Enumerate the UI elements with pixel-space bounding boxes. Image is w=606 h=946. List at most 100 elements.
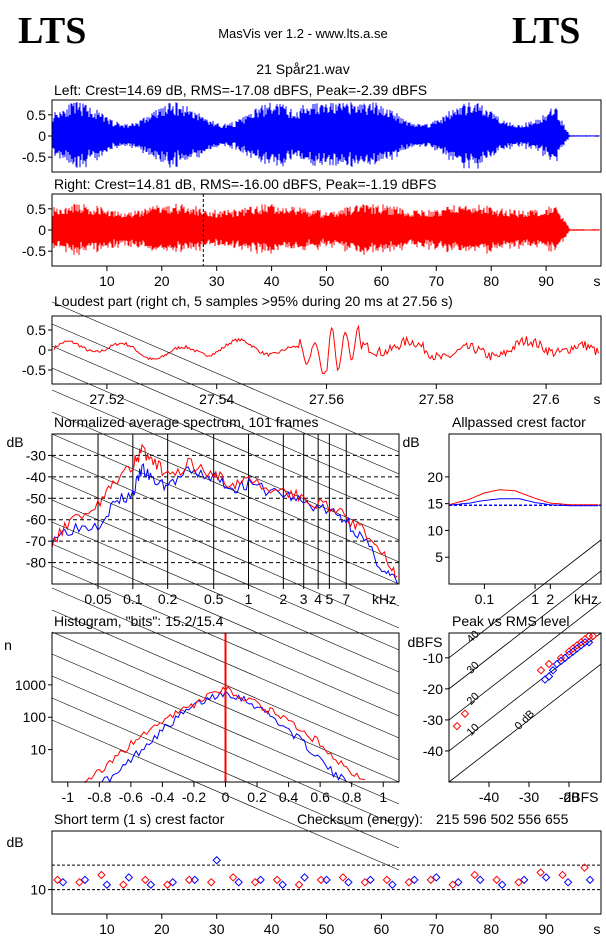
loudest-part-xtick-label: 27.6: [532, 391, 559, 407]
right-channel-ytick-label: 0.5: [27, 201, 47, 217]
short-term-crest-point: [278, 880, 287, 889]
right-channel-xtick-label: 10: [99, 273, 115, 289]
histogram-xtick-label: 0.6: [310, 789, 330, 805]
crest-line-label: 30: [465, 659, 482, 676]
allpass-ytick-label: 20: [427, 469, 443, 485]
peak-rms-ytick-label: -10: [423, 650, 443, 666]
short-term-crest-point: [492, 875, 501, 885]
spectrum-slope-line: [51, 345, 400, 497]
short-term-crest-point: [585, 875, 595, 885]
right-channel-waveform: [52, 203, 600, 256]
short-term-crest-point: [119, 880, 128, 889]
short-term-crest-point: [448, 880, 458, 889]
short-term-crest-frame: [51, 830, 602, 915]
short-term-crest-point: [75, 878, 84, 887]
short-term-crest-point: [366, 875, 375, 885]
histogram-xtick-label: 1: [379, 789, 387, 805]
allpass-series-0: [448, 489, 599, 506]
peak-rms-ytick-label: -40: [423, 743, 443, 759]
short-term-crest-ylabel: dB: [6, 834, 23, 850]
spectrum-ylabel: dB: [6, 434, 23, 450]
crest-line: [448, 570, 602, 690]
left-channel-ytick-label: -0.5: [22, 149, 46, 165]
spectrum-xtick-label: 5: [325, 591, 333, 607]
right-channel-title: Right: Crest=14.81 dB, RMS=-16.00 dBFS, …: [54, 176, 437, 192]
loudest-part-xtick-label: 27.52: [89, 391, 124, 407]
peak-rms-point: [540, 675, 550, 684]
right-channel-xtick-label: 70: [429, 273, 445, 289]
spectrum-xtick-label: 3: [300, 591, 308, 607]
short-term-crest-point: [519, 875, 529, 885]
histogram-ylabel: n: [4, 637, 12, 653]
spectrum-ytick-label: -60: [26, 512, 46, 528]
histogram-xtick-label: -0.8: [87, 789, 111, 805]
spectrum-frame: [51, 433, 400, 585]
spectrum-ytick-label: -80: [26, 555, 46, 571]
short-term-crest-xtick-label: 80: [483, 921, 499, 937]
spectrum-slope-line: [51, 477, 400, 629]
spectrum-slope-line: [51, 323, 400, 475]
peak-rms-xtick-label: -30: [519, 789, 539, 805]
short-term-crest-point: [432, 873, 441, 882]
loudest-part-xtick-label: 27.56: [309, 391, 344, 407]
peak-rms-point: [556, 653, 566, 663]
short-term-crest-point: [212, 856, 221, 865]
spectrum-series-1: [51, 443, 398, 580]
right-channel-xtick-label: 90: [538, 273, 554, 289]
short-term-crest-point: [497, 880, 507, 889]
loudest-part-ytick-label: -0.5: [22, 362, 46, 378]
right-channel-ytick-label: -0.5: [22, 243, 46, 259]
short-term-crest-point: [294, 880, 304, 889]
spectrum-slope-line: [51, 719, 400, 871]
allpass-frame: [448, 433, 602, 585]
right-channel-xtick-label: 50: [319, 273, 335, 289]
peak-rms-xtick-label: -40: [479, 789, 499, 805]
spectrum-slope-line: [51, 411, 400, 563]
allpass-ytick-label: 10: [427, 522, 443, 538]
allpass-series-1: [448, 498, 599, 507]
short-term-crest-point: [404, 878, 414, 887]
peak-rms-ylabel: dBFS: [407, 634, 442, 650]
histogram-xtick-label: 0.4: [279, 789, 299, 805]
peak-rms-point: [548, 666, 558, 675]
crest-line: [448, 663, 602, 783]
short-term-crest-point: [382, 875, 392, 885]
short-term-crest-xtick-label: 60: [374, 921, 390, 937]
loudest-part-title: Loudest part (right ch, 5 samples >95% d…: [54, 293, 453, 309]
short-term-crest-xtick-unit: s: [594, 921, 601, 937]
right-channel-xtick-label: 20: [154, 273, 170, 289]
allpass-xtick-label: 1: [531, 591, 539, 607]
peak-rms-point: [588, 631, 598, 641]
right-channel-xtick-label: 30: [209, 273, 225, 289]
short-term-crest-point: [53, 875, 62, 885]
short-term-crest-point: [228, 873, 238, 882]
histogram-title: Histogram, "bits": 15.2/15.4: [54, 613, 224, 629]
spectrum-xtick-label: 1: [245, 591, 253, 607]
right-channel-xtick-label: 40: [264, 273, 280, 289]
short-term-crest-xtick-label: 50: [319, 921, 335, 937]
allpass-xtick-label: 2: [546, 591, 554, 607]
short-term-crest-xtick-label: 20: [154, 921, 170, 937]
crest-line-label: 0 dB: [513, 708, 537, 732]
allpass-title: Allpassed crest factor: [452, 414, 586, 430]
crest-line: [448, 539, 602, 659]
crest-line-label: 20: [465, 690, 482, 707]
peak-rms-title: Peak vs RMS level: [452, 613, 570, 629]
peak-rms-point: [452, 721, 462, 731]
histogram-series-1: [83, 686, 365, 783]
spectrum-slope-line: [51, 389, 400, 541]
spectrum-xtick-label: 2: [279, 591, 287, 607]
short-term-crest-xtick-label: 30: [209, 921, 225, 937]
peak-rms-xtick-label: -20: [559, 789, 579, 805]
short-term-crest-point: [163, 880, 172, 889]
short-term-crest-point: [256, 875, 265, 885]
spectrum-series-0: [51, 463, 398, 584]
short-term-crest-ytick-label: 10: [30, 882, 46, 898]
short-term-crest-point: [168, 878, 178, 887]
spectrum-xtick-label: 4: [314, 591, 322, 607]
peak-rms-point: [536, 666, 546, 675]
loudest-part-xtick-label: 27.58: [419, 391, 454, 407]
histogram-xtick-label: -0.6: [119, 789, 143, 805]
spectrum-slope-line: [51, 301, 400, 453]
short-term-crest-point: [563, 878, 573, 887]
